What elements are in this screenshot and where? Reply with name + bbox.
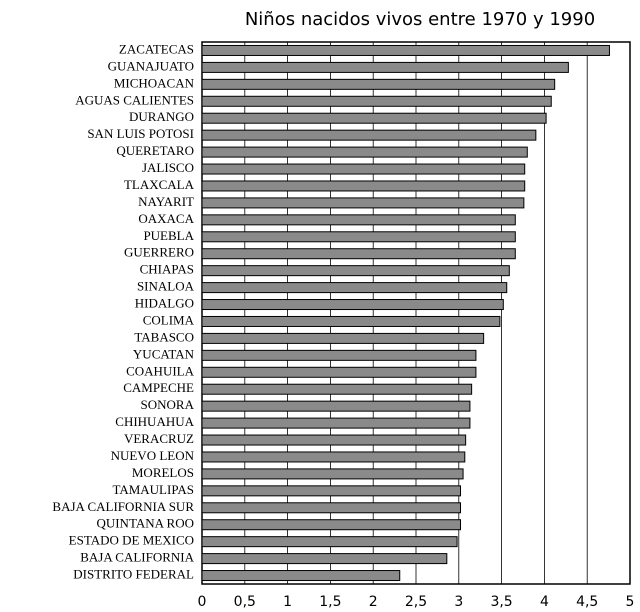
y-tick-label: BAJA CALIFORNIA SUR (52, 499, 194, 514)
bar (201, 214, 516, 226)
x-tick-label: 4 (540, 594, 549, 610)
x-tick-label: 1,5 (319, 594, 341, 610)
bar (201, 282, 508, 294)
bar (201, 417, 471, 429)
bar (201, 332, 485, 344)
bar (201, 485, 462, 497)
y-tick-label: YUCATAN (133, 346, 195, 361)
y-tick-label: MORELOS (132, 465, 194, 480)
y-tick-label: TABASCO (134, 329, 194, 344)
bar (201, 163, 526, 175)
bar (201, 129, 537, 141)
y-tick-label: CAMPECHE (123, 380, 194, 395)
y-tick-label: PUEBLA (143, 228, 194, 243)
x-tick-label: 4,5 (576, 594, 598, 610)
x-tick-label: 0 (198, 594, 207, 610)
y-tick-label: COLIMA (143, 312, 195, 327)
bar (201, 44, 610, 56)
bar (201, 265, 510, 277)
y-tick-label: BAJA CALIFORNIA (80, 550, 194, 565)
bar (201, 468, 464, 480)
bar (201, 197, 525, 209)
bar (201, 383, 473, 395)
y-tick-label: DURANGO (129, 109, 194, 124)
y-tick-label: TLAXCALA (124, 177, 195, 192)
bar (201, 299, 504, 311)
x-tick-label: 0,5 (234, 594, 256, 610)
y-tick-label: MICHOACAN (114, 75, 195, 90)
bar (201, 502, 462, 514)
x-tick-label: 5 (626, 594, 635, 610)
bar (201, 78, 556, 90)
bar (201, 536, 458, 548)
x-tick-label: 3,5 (490, 594, 512, 610)
y-tick-label: GUERRERO (124, 245, 194, 260)
bar (201, 451, 466, 463)
y-tick-label: COAHUILA (126, 363, 194, 378)
x-tick-label: 2 (369, 594, 378, 610)
bar (201, 180, 526, 192)
y-tick-label: CHIAPAS (140, 262, 194, 277)
y-tick-label: VERACRUZ (124, 431, 194, 446)
y-tick-label: JALISCO (142, 160, 194, 175)
bar (201, 519, 462, 531)
bar (201, 95, 552, 107)
bar (201, 570, 401, 582)
x-tick-label: 3 (454, 594, 463, 610)
bar (201, 366, 477, 378)
bar (201, 112, 547, 124)
y-tick-label: NUEVO LEON (111, 448, 195, 463)
y-tick-label: TAMAULIPAS (112, 482, 194, 497)
y-tick-label: AGUAS CALIENTES (75, 92, 194, 107)
y-tick-label: SONORA (141, 397, 195, 412)
chart-title: Niños nacidos vivos entre 1970 y 1990 (245, 9, 595, 30)
bar (201, 231, 516, 243)
y-tick-label: ZACATECAS (119, 41, 194, 56)
y-tick-label: OAXACA (138, 211, 194, 226)
bar (201, 434, 467, 446)
x-tick-label: 2,5 (405, 594, 427, 610)
y-tick-label: HIDALGO (135, 296, 194, 311)
bar (201, 553, 448, 565)
bar (201, 349, 477, 361)
y-tick-label: SAN LUIS POTOSI (87, 126, 194, 141)
bar (201, 146, 528, 158)
y-tick-label: QUINTANA ROO (96, 516, 194, 531)
y-tick-label: CHIHUAHUA (115, 414, 194, 429)
y-tick-label: GUANAJUATO (108, 58, 194, 73)
x-tick-label: 1 (283, 594, 292, 610)
bar (201, 61, 569, 73)
y-tick-label: SINALOA (137, 279, 195, 294)
bar (201, 400, 471, 412)
y-tick-label: DISTRITO FEDERAL (73, 567, 194, 582)
y-tick-label: NAYARIT (138, 194, 194, 209)
bar (201, 315, 501, 327)
y-tick-label: ESTADO DE MEXICO (69, 533, 194, 548)
bar (201, 248, 516, 260)
y-tick-label: QUERETARO (116, 143, 194, 158)
